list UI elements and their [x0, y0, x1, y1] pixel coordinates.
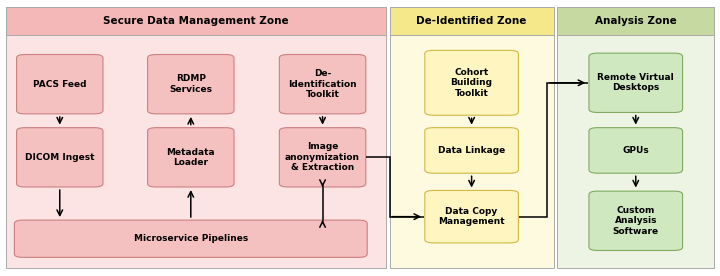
Bar [557, 7, 714, 268]
Text: Remote Virtual
Desktops: Remote Virtual Desktops [598, 73, 674, 92]
Text: Metadata
Loader: Metadata Loader [166, 148, 215, 167]
FancyBboxPatch shape [589, 128, 683, 173]
Text: RDMP
Services: RDMP Services [169, 75, 212, 94]
FancyBboxPatch shape [148, 55, 234, 114]
FancyBboxPatch shape [17, 55, 103, 114]
Text: GPUs: GPUs [622, 146, 649, 155]
Bar [390, 7, 554, 34]
FancyBboxPatch shape [589, 53, 683, 113]
Text: Cohort
Building
Toolkit: Cohort Building Toolkit [451, 68, 492, 98]
Text: Image
anonymization
& Extraction: Image anonymization & Extraction [285, 142, 360, 172]
FancyBboxPatch shape [14, 220, 367, 257]
Text: Data Linkage: Data Linkage [438, 146, 505, 155]
Text: Analysis Zone: Analysis Zone [595, 16, 677, 26]
Text: PACS Feed: PACS Feed [33, 80, 86, 89]
Text: DICOM Ingest: DICOM Ingest [25, 153, 94, 162]
Bar [557, 7, 714, 34]
FancyBboxPatch shape [17, 128, 103, 187]
FancyBboxPatch shape [279, 128, 366, 187]
Text: Microservice Pipelines: Microservice Pipelines [134, 234, 248, 243]
Text: Secure Data Management Zone: Secure Data Management Zone [103, 16, 289, 26]
FancyBboxPatch shape [279, 55, 366, 114]
FancyBboxPatch shape [148, 128, 234, 187]
Text: Data Copy
Management: Data Copy Management [438, 207, 505, 226]
FancyBboxPatch shape [589, 191, 683, 251]
Text: Custom
Analysis
Software: Custom Analysis Software [613, 206, 659, 236]
Text: De-Identified Zone: De-Identified Zone [416, 16, 527, 26]
FancyBboxPatch shape [425, 190, 518, 243]
Bar [390, 7, 554, 268]
Text: De-
Identification
Toolkit: De- Identification Toolkit [288, 69, 357, 99]
FancyBboxPatch shape [425, 50, 518, 115]
Bar [6, 7, 386, 34]
Bar [6, 7, 386, 268]
FancyBboxPatch shape [425, 128, 518, 173]
